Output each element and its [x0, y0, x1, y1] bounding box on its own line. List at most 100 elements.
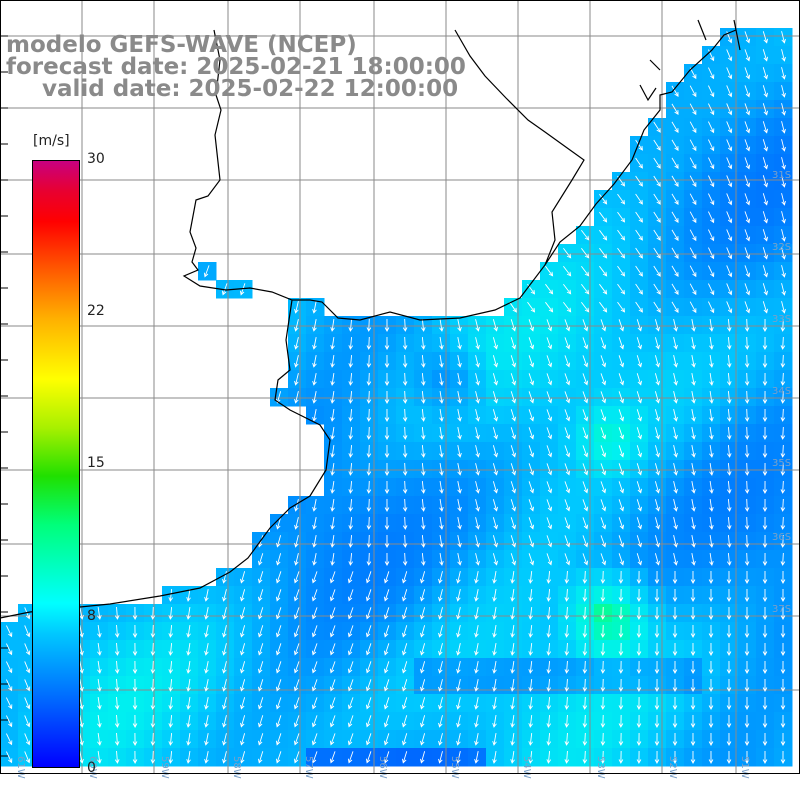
- wind-arrow: [762, 121, 768, 134]
- wind-arrow: [546, 642, 552, 656]
- wind-arrow: [383, 571, 390, 584]
- wind-arrow: [654, 588, 660, 602]
- wind-arrow: [492, 553, 498, 566]
- wind-arrow: [708, 570, 714, 584]
- wind-arrow: [744, 211, 751, 224]
- wind-arrow: [599, 283, 608, 295]
- wind-arrow: [618, 535, 625, 548]
- wind-arrow: [726, 552, 732, 566]
- wind-arrow: [384, 462, 390, 476]
- wind-arrow: [635, 157, 643, 169]
- wind-arrow: [420, 336, 426, 350]
- wind-arrow: [762, 606, 768, 620]
- wind-arrow: [510, 373, 517, 386]
- wind-arrow: [383, 607, 390, 620]
- wind-arrow: [276, 553, 282, 566]
- wind-arrow: [275, 679, 282, 692]
- wind-arrow: [691, 355, 696, 368]
- wind-arrow: [673, 463, 678, 476]
- wind-arrow: [744, 301, 751, 314]
- wind-arrow: [564, 427, 571, 440]
- wind-arrow: [726, 354, 732, 368]
- wind-arrow: [492, 661, 497, 674]
- wind-arrow: [762, 426, 768, 440]
- wind-arrow: [257, 697, 264, 710]
- wind-arrow: [618, 642, 624, 656]
- wind-arrow: [330, 336, 335, 350]
- wind-arrow: [582, 319, 589, 332]
- wind-arrow: [439, 463, 444, 476]
- lon-label: 57W: [303, 756, 314, 779]
- wind-arrow: [546, 391, 553, 404]
- wind-arrow: [365, 733, 372, 746]
- wind-arrow: [780, 336, 786, 350]
- wind-arrow: [582, 409, 589, 422]
- wind-arrow: [420, 697, 426, 710]
- wind-arrow: [762, 139, 768, 152]
- lat-label: 35S: [772, 458, 791, 469]
- wind-arrow: [582, 553, 589, 566]
- wind-arrow: [492, 319, 498, 332]
- wind-arrow: [150, 660, 156, 674]
- wind-arrow: [168, 696, 174, 710]
- wind-arrow: [474, 661, 479, 674]
- wind-arrow: [635, 301, 643, 313]
- wind-arrow: [293, 697, 300, 710]
- wind-arrow: [401, 589, 408, 602]
- wind-arrow: [439, 355, 444, 368]
- wind-arrow: [618, 445, 625, 458]
- wind-arrow: [744, 175, 751, 188]
- wind-arrow: [510, 570, 515, 584]
- wind-arrow: [312, 535, 317, 548]
- wind-arrow: [276, 517, 282, 530]
- wind-arrow: [689, 247, 697, 260]
- wind-arrow: [636, 373, 643, 386]
- wind-arrow: [312, 301, 317, 314]
- wind-arrow: [204, 643, 209, 656]
- wind-arrow: [546, 445, 553, 458]
- wind-arrow: [582, 517, 589, 530]
- wind-arrow: [618, 624, 624, 638]
- wind-arrow: [168, 750, 174, 764]
- wind-arrow: [781, 157, 786, 170]
- wind-arrow: [708, 588, 714, 602]
- wind-arrow: [312, 391, 317, 404]
- wind-arrow: [348, 480, 354, 494]
- wind-arrow: [114, 624, 120, 638]
- wind-arrow: [510, 696, 515, 710]
- wind-arrow: [582, 427, 589, 440]
- wind-arrow: [636, 732, 642, 746]
- wind-arrow: [564, 499, 571, 512]
- wind-arrow: [420, 318, 426, 332]
- wind-arrow: [654, 660, 660, 674]
- wind-arrow: [420, 589, 426, 602]
- wind-arrow: [311, 571, 318, 584]
- wind-arrow: [528, 714, 533, 728]
- wind-arrow: [762, 318, 768, 332]
- wind-arrow: [726, 516, 732, 530]
- wind-arrow: [150, 714, 156, 728]
- wind-arrow: [420, 715, 426, 728]
- wind-arrow: [780, 462, 786, 476]
- wind-arrow: [276, 535, 282, 548]
- wind-arrow: [726, 408, 732, 422]
- wind-arrow: [401, 643, 408, 656]
- wind-arrow: [673, 445, 678, 458]
- wind-arrow: [600, 373, 607, 386]
- wind-arrow: [690, 714, 696, 728]
- wind-arrow: [348, 372, 354, 386]
- wind-arrow: [312, 517, 317, 530]
- wind-arrow: [546, 319, 553, 332]
- wind-arrow: [439, 319, 444, 332]
- wind-arrow: [384, 498, 390, 512]
- wind-arrow: [726, 283, 733, 296]
- wind-arrow: [617, 247, 626, 259]
- wind-arrow: [366, 318, 372, 332]
- wind-arrow: [257, 643, 264, 656]
- wind-arrow: [528, 373, 535, 386]
- wind-arrow: [708, 85, 715, 98]
- wind-arrow: [636, 660, 642, 674]
- wind-arrow: [186, 661, 191, 674]
- wind-arrow: [168, 660, 174, 674]
- wind-arrow: [457, 373, 462, 386]
